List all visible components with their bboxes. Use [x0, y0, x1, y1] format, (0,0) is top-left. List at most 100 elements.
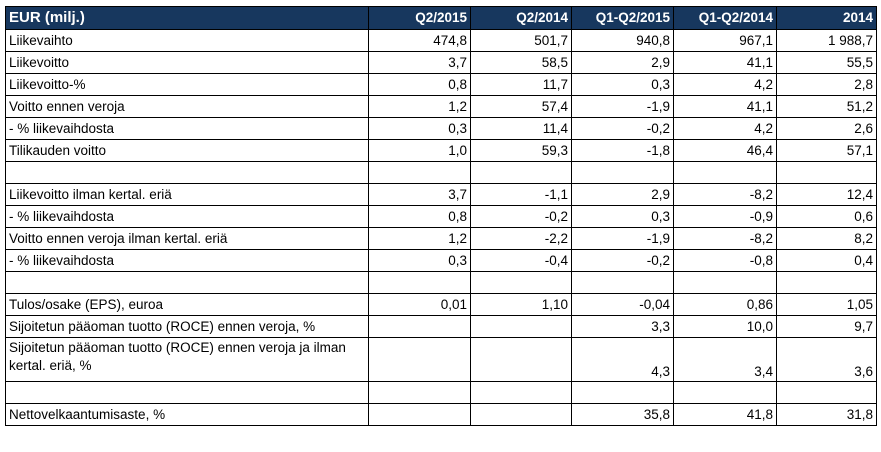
table-row: Sijoitetun pääoman tuotto (ROCE) ennen v…: [5, 315, 877, 338]
value-cell: 1,2: [368, 227, 471, 250]
value-cell: 9,7: [776, 315, 877, 338]
header-cell-currency: EUR (milj.): [5, 6, 369, 30]
header-row: EUR (milj.) Q2/2015 Q2/2014 Q1-Q2/2015 Q…: [5, 6, 877, 30]
table-row: Nettovelkaantumisaste, % 35,8 41,8 31,8: [5, 403, 877, 426]
row-label: [5, 271, 369, 294]
row-label: Nettovelkaantumisaste, %: [5, 403, 369, 426]
value-cell: 2,8: [776, 73, 877, 96]
value-cell: [470, 315, 572, 338]
value-cell: -0,2: [571, 249, 674, 272]
table-row: [5, 271, 877, 294]
value-cell: 1 988,7: [776, 29, 877, 52]
table-body: Liikevaihto 474,8 501,7 940,8 967,1 1 988,7 Li…: [5, 29, 877, 426]
value-cell: -0,04: [571, 293, 674, 316]
value-cell: 8,2: [776, 227, 877, 250]
value-cell: -0,2: [571, 117, 674, 140]
value-cell: [368, 381, 471, 404]
value-cell: 0,3: [571, 73, 674, 96]
value-cell: 0,8: [368, 73, 471, 96]
value-cell: [368, 337, 471, 382]
row-label: [5, 381, 369, 404]
value-cell: -0,4: [470, 249, 572, 272]
value-cell: 46,4: [673, 139, 777, 162]
table-row: - % liikevaihdosta 0,8 -0,2 0,3 -0,9 0,6: [5, 205, 877, 228]
value-cell: 11,4: [470, 117, 572, 140]
table-row: Liikevoitto 3,7 58,5 2,9 41,1 55,5: [5, 51, 877, 74]
value-cell: -2,2: [470, 227, 572, 250]
value-cell: 4,2: [673, 117, 777, 140]
value-cell: 474,8: [368, 29, 471, 52]
value-cell: [673, 381, 777, 404]
financial-table: EUR (milj.) Q2/2015 Q2/2014 Q1-Q2/2015 Q…: [5, 6, 877, 426]
header-cell-q1q2-2015: Q1-Q2/2015: [571, 6, 674, 30]
value-cell: 0,01: [368, 293, 471, 316]
value-cell: -1,9: [571, 227, 674, 250]
value-cell: 41,1: [673, 51, 777, 74]
row-label: Tilikauden voitto: [5, 139, 369, 162]
value-cell: [673, 271, 777, 294]
value-cell: 3,3: [571, 315, 674, 338]
value-cell: 57,1: [776, 139, 877, 162]
value-cell: 0,8: [368, 205, 471, 228]
header-cell-2014: 2014: [776, 6, 877, 30]
value-cell: -1,8: [571, 139, 674, 162]
table-row: [5, 381, 877, 404]
value-cell: 0,3: [368, 249, 471, 272]
value-cell: 0,6: [776, 205, 877, 228]
value-cell: 10,0: [673, 315, 777, 338]
table-row: - % liikevaihdosta 0,3 -0,4 -0,2 -0,8 0,4: [5, 249, 877, 272]
value-cell: [571, 161, 674, 184]
value-cell: 967,1: [673, 29, 777, 52]
row-label: Voitto ennen veroja: [5, 95, 369, 118]
value-cell: -8,2: [673, 227, 777, 250]
value-cell: [776, 271, 877, 294]
value-cell: 0,4: [776, 249, 877, 272]
value-cell: 2,9: [571, 51, 674, 74]
value-cell: [470, 161, 572, 184]
value-cell: 4,3: [571, 337, 674, 382]
value-cell: 41,1: [673, 95, 777, 118]
value-cell: [470, 381, 572, 404]
value-cell: [368, 161, 471, 184]
value-cell: [776, 161, 877, 184]
value-cell: 3,7: [368, 51, 471, 74]
value-cell: -0,2: [470, 205, 572, 228]
row-label: Sijoitetun pääoman tuotto (ROCE) ennen v…: [5, 315, 369, 338]
value-cell: -1,1: [470, 183, 572, 206]
table-row: Sijoitetun pääoman tuotto (ROCE) ennen v…: [5, 337, 877, 382]
value-cell: 2,6: [776, 117, 877, 140]
value-cell: 0,86: [673, 293, 777, 316]
table-row: Liikevoitto-% 0,8 11,7 0,3 4,2 2,8: [5, 73, 877, 96]
value-cell: 58,5: [470, 51, 572, 74]
value-cell: 55,5: [776, 51, 877, 74]
value-cell: 1,05: [776, 293, 877, 316]
value-cell: [470, 337, 572, 382]
table-row: Liikevoitto ilman kertal. eriä 3,7 -1,1 2,9…: [5, 183, 877, 206]
row-label: Liikevaihto: [5, 29, 369, 52]
value-cell: 57,4: [470, 95, 572, 118]
value-cell: [368, 403, 471, 426]
row-label: - % liikevaihdosta: [5, 249, 369, 272]
value-cell: 2,9: [571, 183, 674, 206]
row-label: Voitto ennen veroja ilman kertal. eriä: [5, 227, 369, 250]
value-cell: -0,9: [673, 205, 777, 228]
value-cell: 1,0: [368, 139, 471, 162]
header-cell-q1q2-2014: Q1-Q2/2014: [673, 6, 777, 30]
table-row: - % liikevaihdosta 0,3 11,4 -0,2 4,2 2,6: [5, 117, 877, 140]
value-cell: [571, 271, 674, 294]
value-cell: 41,8: [673, 403, 777, 426]
value-cell: 12,4: [776, 183, 877, 206]
value-cell: 4,2: [673, 73, 777, 96]
value-cell: 11,7: [470, 73, 572, 96]
value-cell: [571, 381, 674, 404]
table-row: [5, 161, 877, 184]
value-cell: [368, 271, 471, 294]
value-cell: [776, 381, 877, 404]
value-cell: 0,3: [368, 117, 471, 140]
row-label: - % liikevaihdosta: [5, 117, 369, 140]
row-label: Sijoitetun pääoman tuotto (ROCE) ennen v…: [5, 337, 369, 382]
value-cell: [470, 403, 572, 426]
value-cell: 940,8: [571, 29, 674, 52]
row-label: Liikevoitto-%: [5, 73, 369, 96]
row-label: - % liikevaihdosta: [5, 205, 369, 228]
